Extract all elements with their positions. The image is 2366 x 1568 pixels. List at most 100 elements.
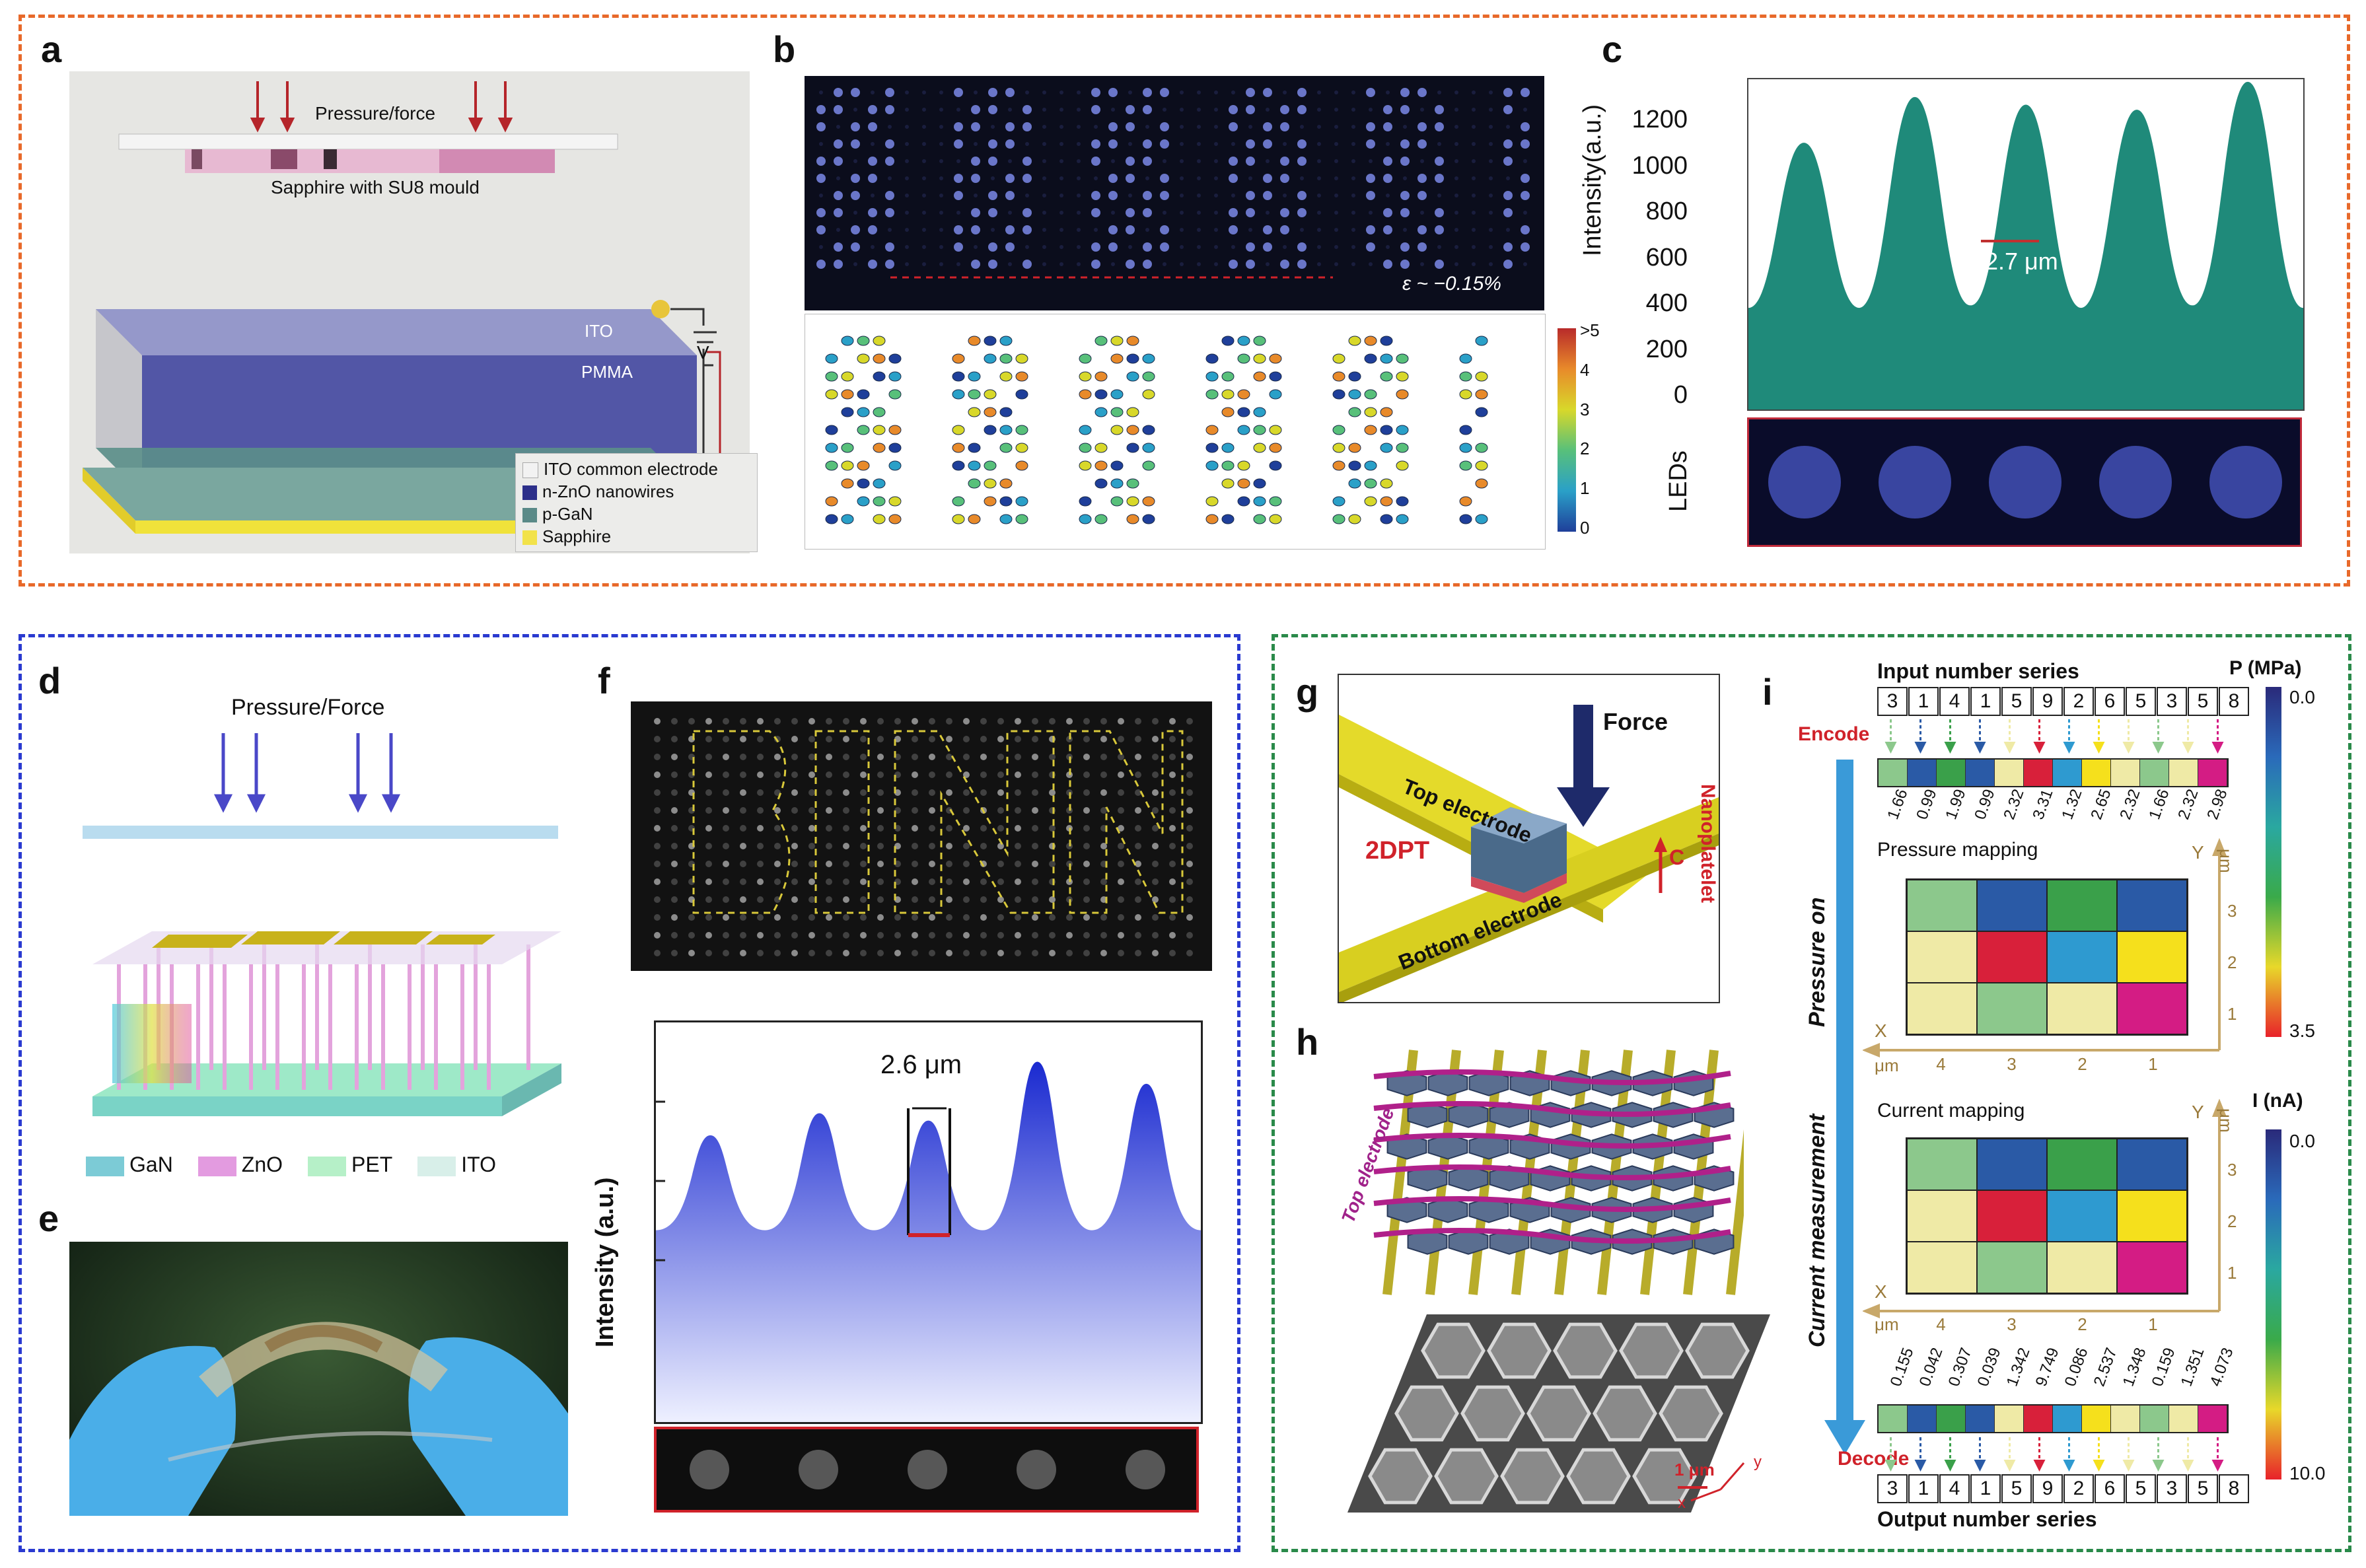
force-arrow [1557, 705, 1610, 827]
intensity-spot [825, 353, 838, 364]
emission-dot [671, 878, 678, 885]
emission-dot [1489, 176, 1493, 180]
emission-dot [1077, 211, 1081, 215]
emission-dot [853, 108, 857, 112]
emission-dot [1503, 260, 1513, 269]
emission-dot [1334, 194, 1338, 197]
intensity-spot [984, 389, 997, 400]
emission-dot [1108, 242, 1118, 252]
emission-dot [819, 90, 823, 94]
emission-dot [946, 861, 952, 867]
emission-dot [905, 228, 909, 232]
emission-dot [1077, 194, 1081, 197]
top-electrode-line [1373, 1132, 1731, 1149]
emission-dot [671, 950, 678, 956]
arrow-head [2033, 1460, 2046, 1472]
intensity-spot [1094, 443, 1108, 453]
emission-dot [912, 825, 918, 832]
encoded-color-cell [1966, 1406, 1995, 1432]
emission-dot [723, 825, 729, 832]
emission-dot [1025, 245, 1029, 249]
emission-dot [1197, 159, 1201, 163]
emission-dot [1334, 228, 1338, 232]
emission-dot [868, 225, 877, 234]
emission-dot [671, 914, 678, 921]
emission-dot [1186, 718, 1193, 725]
emission-dot [1214, 245, 1218, 249]
emission-dot [1083, 932, 1090, 939]
emission-dot [860, 771, 867, 778]
emission-dot [1049, 932, 1056, 939]
emission-dot [1334, 90, 1338, 94]
emission-dot [740, 754, 746, 760]
sem-hexagon [1526, 1385, 1591, 1442]
emission-dot [1015, 896, 1021, 903]
mapping-cell [1977, 931, 2047, 983]
intensity-spot [984, 407, 997, 417]
led-spot [1017, 1450, 1056, 1489]
emission-dot [922, 211, 926, 215]
encoded-color-cell [2082, 760, 2111, 786]
emission-dot [1523, 159, 1527, 163]
emission-dot [1417, 174, 1427, 183]
emission-dot [860, 950, 867, 956]
axis-x-label: x [1678, 1494, 1686, 1512]
emission-dot [1126, 157, 1135, 166]
emission-dot [1317, 194, 1321, 197]
emission-dot [740, 932, 746, 939]
emission-dot [1135, 736, 1141, 742]
intensity-spot [1459, 425, 1472, 435]
emission-dot [946, 736, 952, 742]
emission-dot [1108, 225, 1118, 234]
arrow-head [2152, 1460, 2165, 1472]
current-mapping-grid [1906, 1137, 2188, 1295]
emission-dot [877, 914, 884, 921]
emission-dot [1229, 225, 1238, 234]
emission-dot [1420, 211, 1424, 215]
intensity-spot [1110, 336, 1124, 346]
emission-dot [1118, 950, 1124, 956]
emission-dot [1083, 878, 1090, 885]
emission-dot [1126, 208, 1135, 217]
emission-dot [723, 789, 729, 796]
intensity-spot [857, 336, 870, 346]
emission-dot [905, 90, 909, 94]
emission-dot [1091, 157, 1100, 166]
emission-dot [1126, 260, 1135, 269]
encoded-color-cell [2111, 760, 2140, 786]
emission-dot [1266, 159, 1270, 163]
emission-dot [1032, 878, 1038, 885]
emission-dot [946, 789, 952, 796]
emission-dot [816, 260, 826, 269]
emission-dot [988, 88, 997, 97]
emission-dot [860, 878, 867, 885]
emission-dot [1521, 88, 1530, 97]
series-digit-cell: 5 [2126, 687, 2156, 716]
intensity-spot [1269, 496, 1282, 507]
emission-dot [1059, 159, 1063, 163]
emission-dot [877, 789, 884, 796]
emission-dot [963, 932, 970, 939]
emission-dot [1351, 90, 1355, 94]
emission-dot [1077, 142, 1081, 146]
encoded-color-cell [2169, 1406, 2198, 1432]
emission-dot [1163, 159, 1166, 163]
emission-dot [1283, 142, 1287, 146]
emission-dot [1135, 789, 1141, 796]
emission-dot [1126, 174, 1135, 183]
emission-dot [922, 194, 926, 197]
emission-dot [905, 159, 909, 163]
colorbar-ticks: >5 4 3 2 1 0 [1580, 320, 1600, 538]
emission-dot [1180, 108, 1184, 112]
panel-label-e: e [38, 1197, 59, 1239]
arrow-head [1944, 742, 1956, 754]
y-tick: 600 [1645, 243, 1688, 271]
encoded-value: 2.32 [2110, 787, 2143, 831]
encoded-color-cell [2198, 760, 2227, 786]
intensity-spot [1364, 389, 1377, 400]
emission-dot [1400, 260, 1410, 269]
arrow-head [2152, 742, 2165, 754]
emission-dot [1135, 932, 1141, 939]
emission-dot [1008, 262, 1012, 266]
